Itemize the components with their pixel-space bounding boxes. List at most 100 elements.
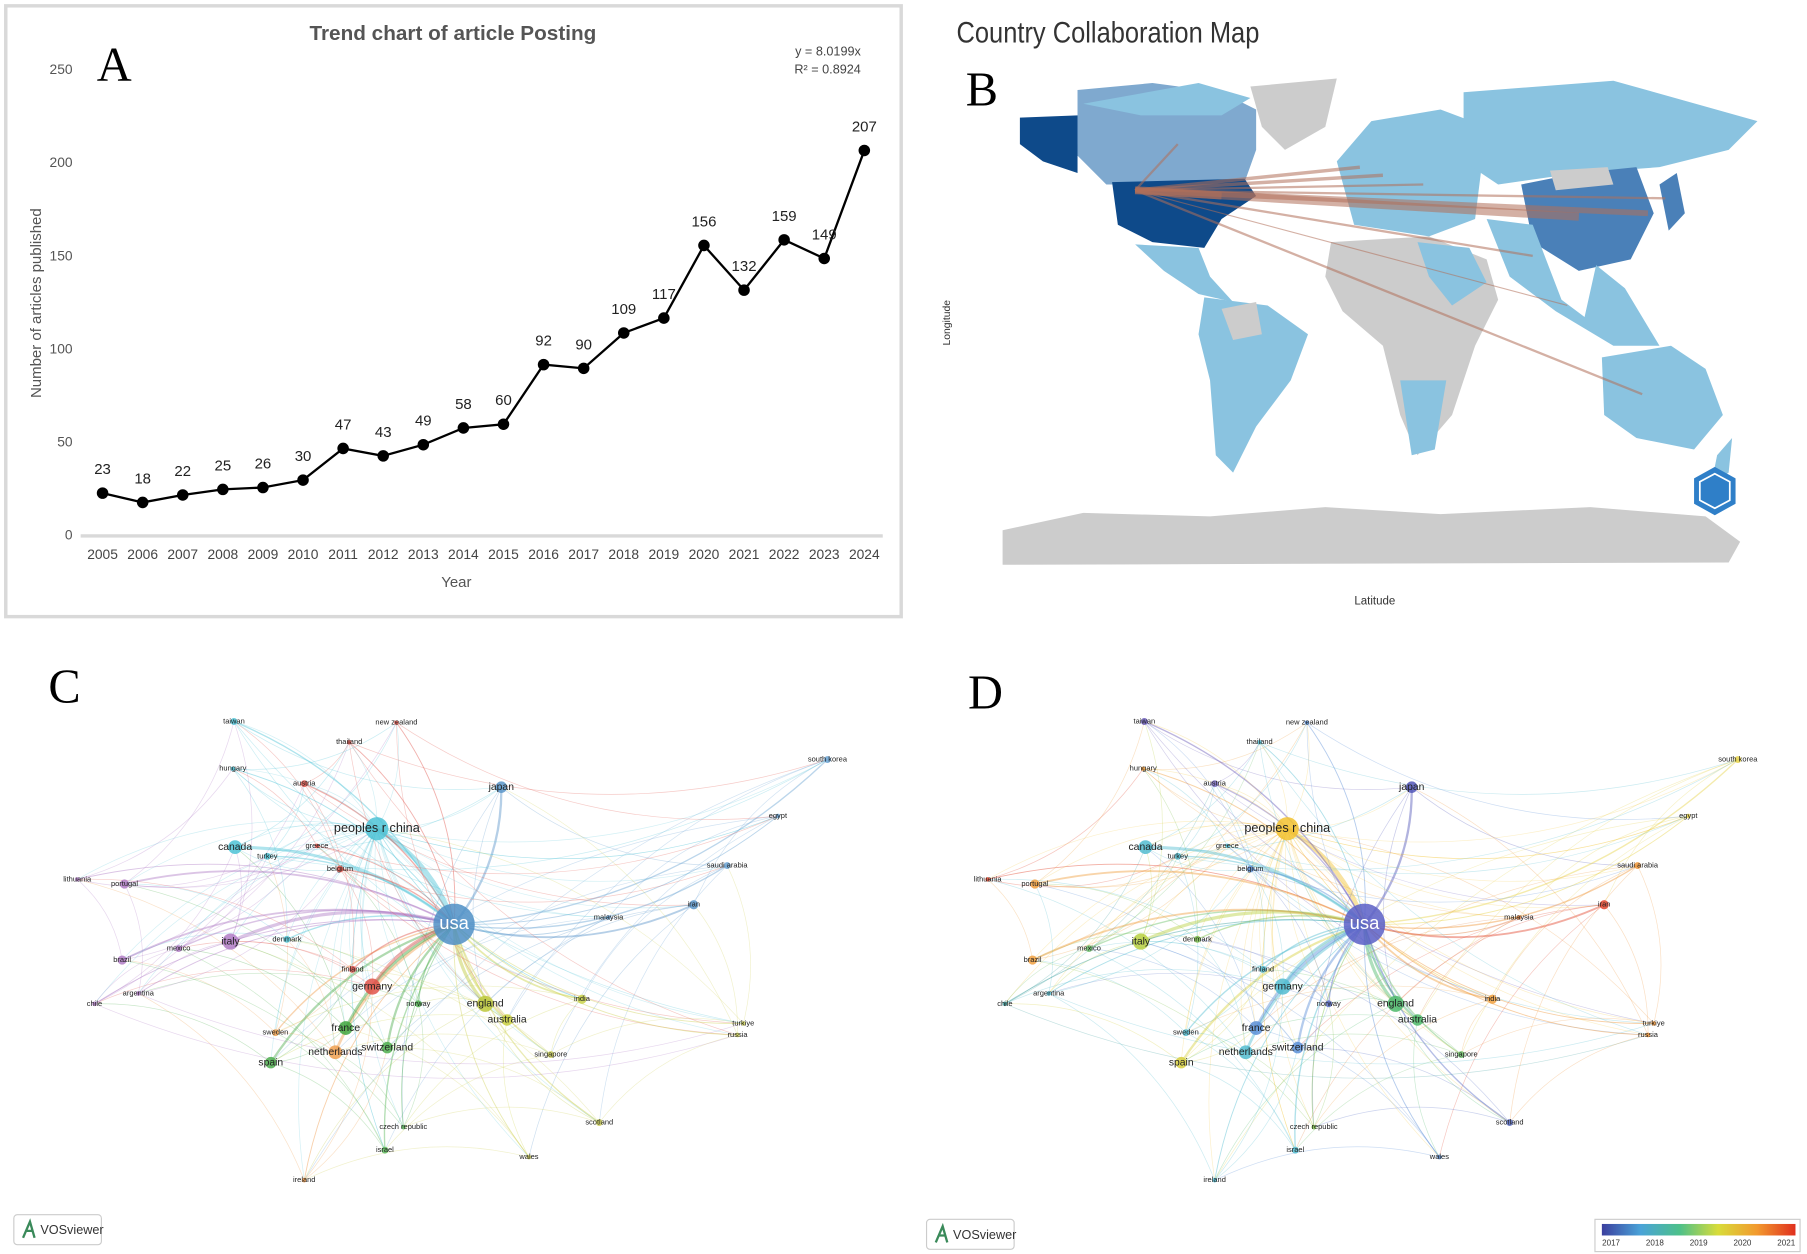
- node-label: finland: [342, 964, 364, 973]
- edge: [1143, 768, 1288, 829]
- node: [394, 720, 399, 725]
- edge: [1180, 828, 1288, 1063]
- edge: [1032, 845, 1228, 961]
- edge: [1306, 722, 1418, 1021]
- edge: [1004, 948, 1090, 1005]
- edge: [178, 742, 350, 949]
- edge: [1263, 968, 1462, 1055]
- edge: [376, 828, 694, 909]
- edge: [1364, 864, 1638, 929]
- network-d: usa peoples r china japan south korea egypt s…: [974, 716, 1759, 1184]
- edge: [124, 883, 143, 994]
- node-label: turkey: [1168, 851, 1189, 860]
- node: [735, 1032, 740, 1038]
- edge: [1256, 1027, 1440, 1158]
- edge: [267, 722, 397, 857]
- node: [222, 933, 239, 950]
- edge: [484, 904, 694, 1005]
- data-point: [257, 481, 269, 494]
- edge: [376, 786, 502, 830]
- edge: [1088, 941, 1264, 970]
- node-label: denmark: [1183, 934, 1212, 943]
- watermark-text: VOSviewer: [40, 1223, 103, 1237]
- node: [433, 903, 475, 946]
- edge: [233, 721, 583, 1000]
- node-label: hungary: [1130, 764, 1157, 773]
- node-label: thailand: [1246, 737, 1272, 746]
- edge: [77, 863, 455, 925]
- edge: [286, 915, 455, 940]
- edge: [232, 768, 609, 918]
- edge: [1270, 828, 1288, 987]
- node-label: saudi arabia: [1617, 861, 1659, 870]
- edge: [232, 768, 455, 925]
- node: [985, 877, 990, 882]
- edge: [376, 828, 744, 1024]
- edge: [270, 1027, 346, 1063]
- node-label: canada: [218, 842, 252, 853]
- edge: [138, 993, 305, 1181]
- edge: [403, 998, 583, 1128]
- node-label: usa: [439, 912, 469, 933]
- edge: [987, 863, 1365, 925]
- edge: [234, 742, 350, 848]
- edge: [1413, 1019, 1440, 1158]
- edge: [1250, 828, 1288, 1029]
- edge: [1259, 742, 1649, 1036]
- collaboration-lines: [1134, 143, 1666, 396]
- node: [1275, 817, 1299, 841]
- node-label: germany: [1262, 981, 1303, 992]
- edge: [1145, 742, 1260, 848]
- node-label: switzerland: [1272, 1042, 1324, 1053]
- node: [271, 1029, 279, 1037]
- data-label: 22: [174, 463, 191, 480]
- edge: [1259, 741, 1738, 795]
- y-axis-label: Number of articles published: [28, 208, 45, 398]
- node-label: new zealand: [1286, 718, 1328, 727]
- edge: [303, 783, 455, 925]
- edge: [1177, 783, 1215, 857]
- edge: [94, 948, 179, 1005]
- watermark-text: VOSviewer: [953, 1228, 1016, 1242]
- node: [1325, 1000, 1333, 1008]
- edge: [339, 868, 374, 987]
- node-label: hungary: [219, 764, 246, 773]
- edge: [1048, 828, 1288, 994]
- node-label: greece: [1216, 841, 1239, 850]
- edge: [1286, 828, 1440, 1158]
- node: [175, 945, 183, 952]
- edge: [1286, 828, 1462, 1055]
- node-label: egypt: [1679, 811, 1698, 820]
- edge: [1145, 846, 1257, 1029]
- node: [1457, 1051, 1465, 1059]
- node: [283, 935, 291, 943]
- edge: [376, 828, 728, 882]
- edge: [1295, 917, 1520, 1151]
- edge: [124, 883, 388, 1048]
- network-c: usa peoples r china japan south korea egypt s…: [63, 716, 848, 1184]
- x-tick-label: 2016: [528, 546, 559, 562]
- edge: [987, 856, 1178, 888]
- watermark-icon: [934, 1222, 949, 1243]
- edge: [138, 993, 744, 1065]
- world-map: [1002, 78, 1758, 565]
- panel-letter: A: [97, 38, 132, 91]
- link: [1134, 143, 1179, 192]
- edge: [1214, 923, 1365, 1181]
- logo-inner: [1698, 472, 1731, 510]
- edge: [316, 815, 779, 875]
- node: [1645, 1032, 1651, 1038]
- edge: [1245, 1033, 1462, 1055]
- data-point: [577, 362, 590, 375]
- node-label: israel: [1286, 1145, 1304, 1154]
- node-label: lithuania: [974, 874, 1003, 883]
- australia: [1601, 345, 1723, 450]
- node-label: turkey: [257, 851, 278, 860]
- node-label: belgium: [1237, 864, 1263, 873]
- edge: [303, 1003, 486, 1181]
- edge: [1287, 828, 1654, 1024]
- data-label: 25: [215, 457, 232, 474]
- edge: [987, 768, 1144, 880]
- node-label: south korea: [808, 755, 848, 764]
- node-label: switzerland: [361, 1042, 413, 1053]
